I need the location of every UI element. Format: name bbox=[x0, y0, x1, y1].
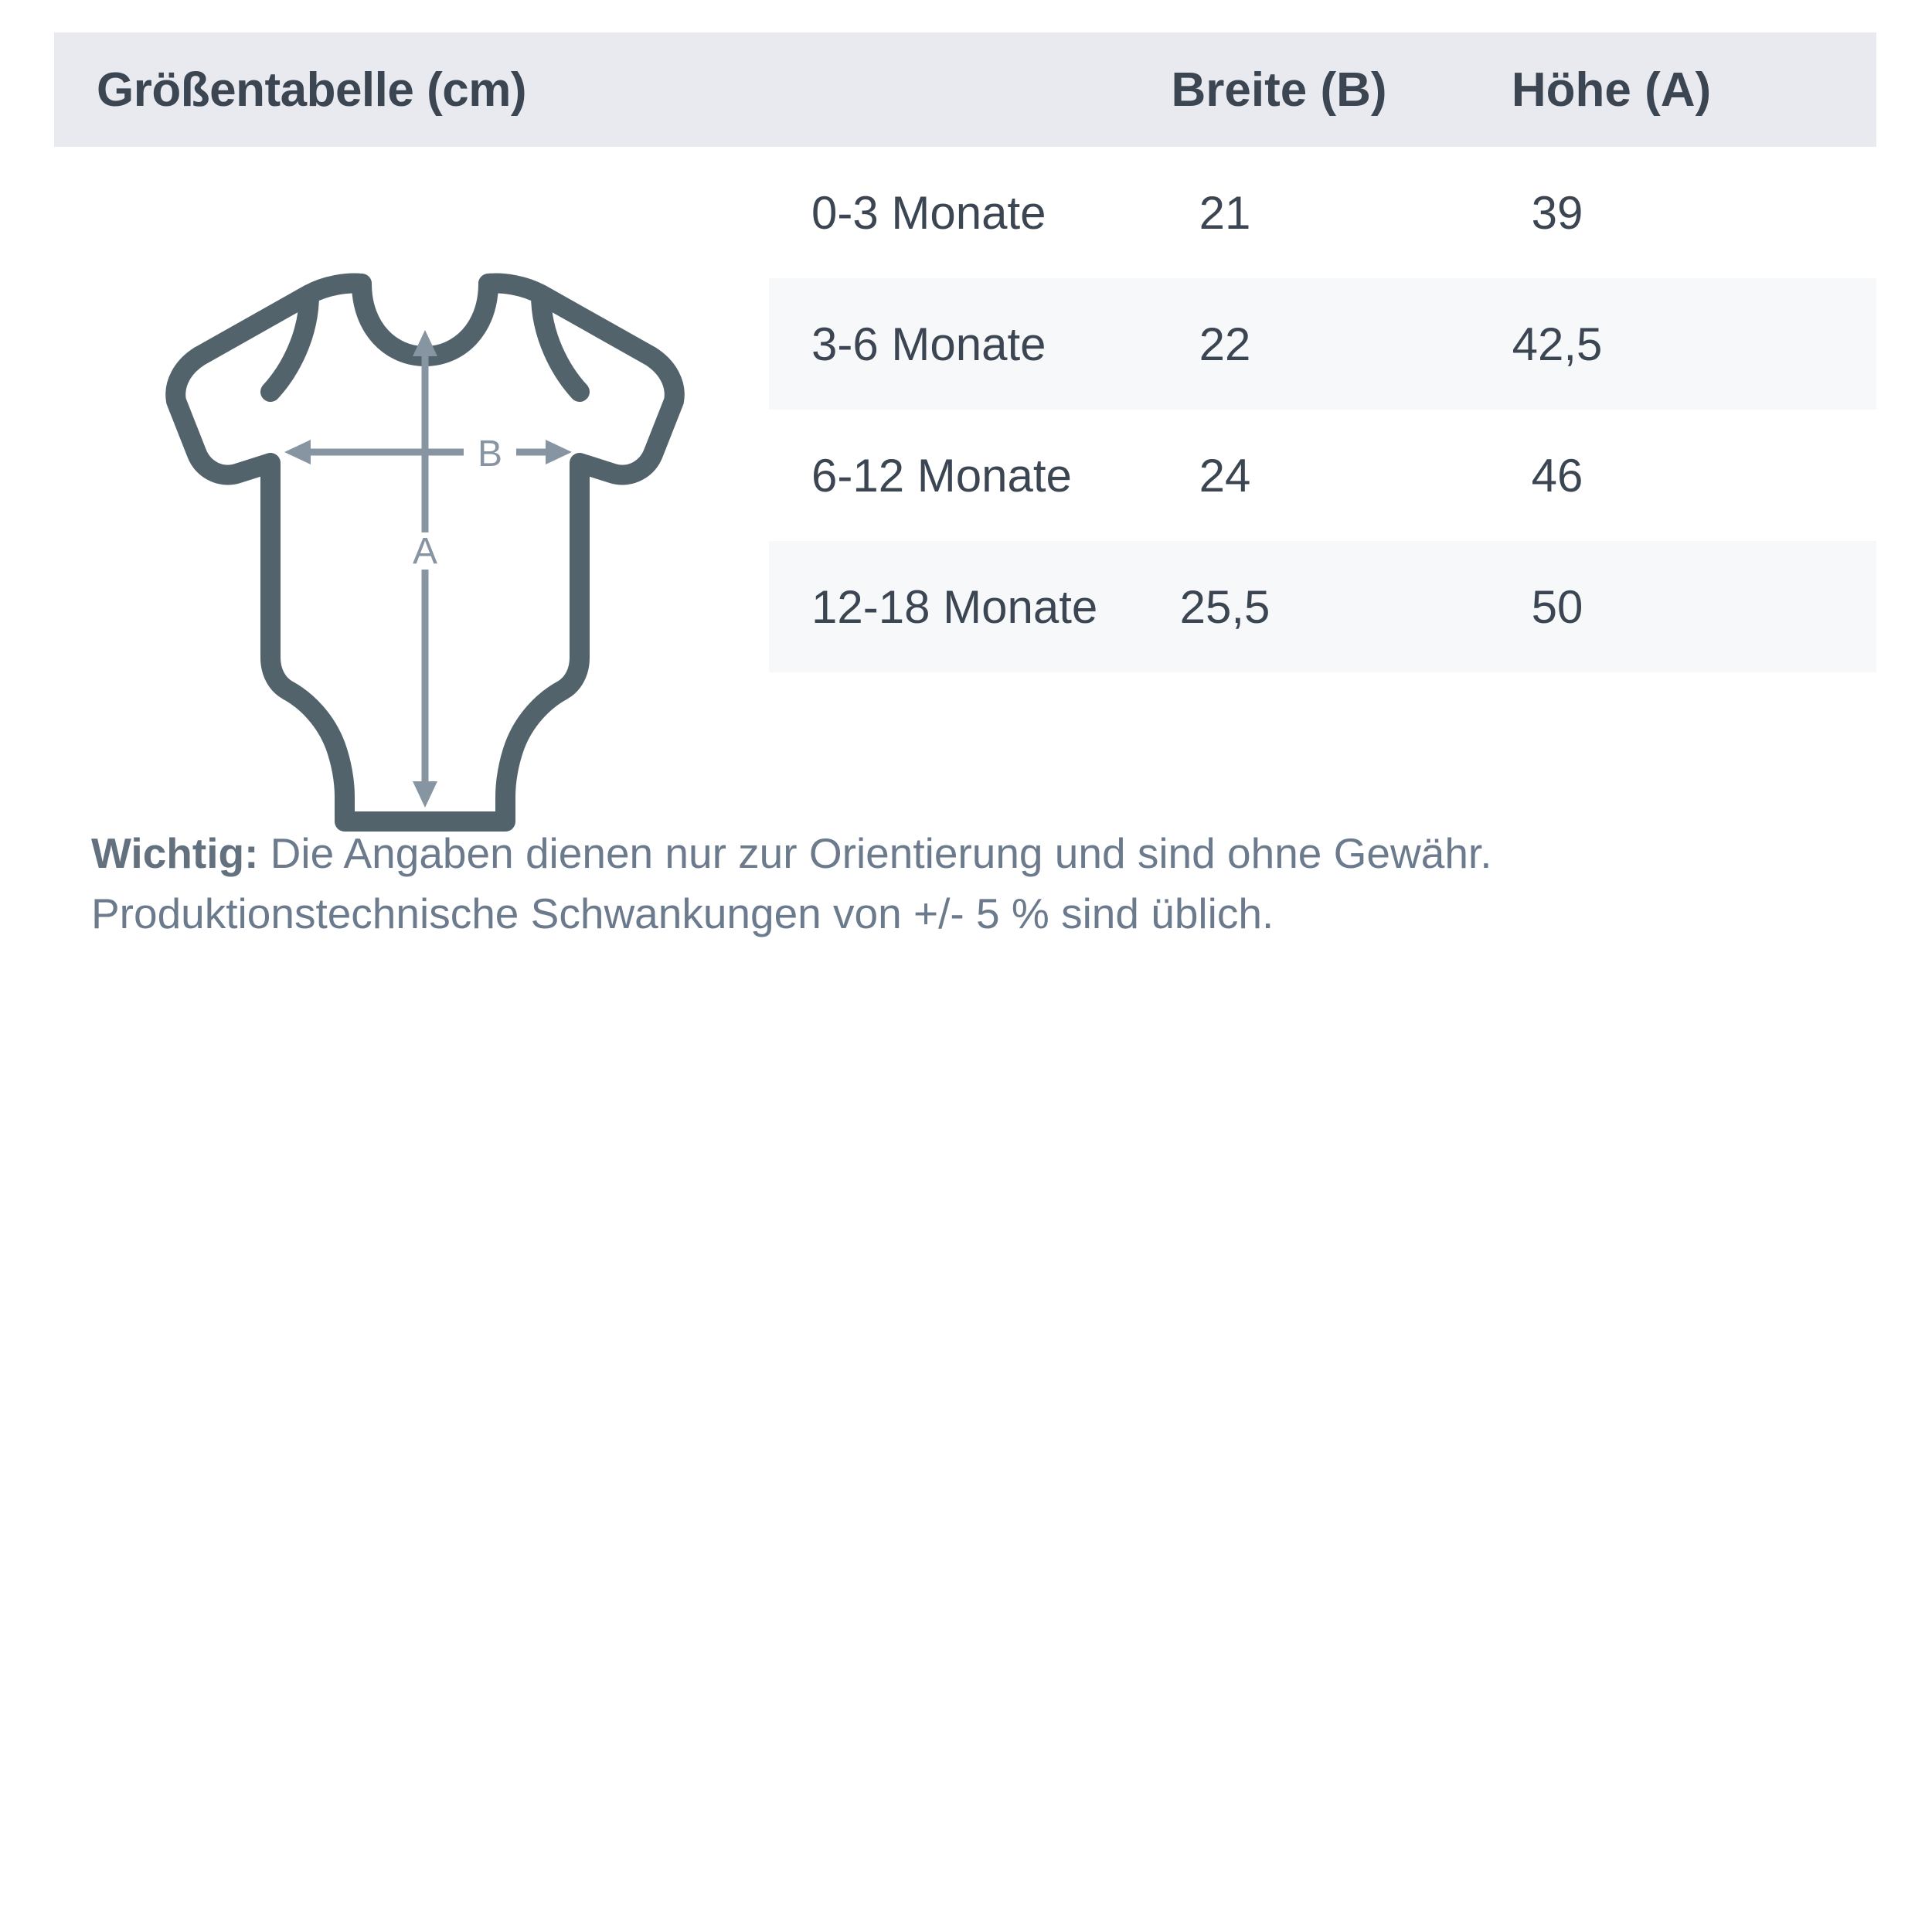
cell-hoehe: 50 bbox=[1531, 580, 1583, 633]
cell-breite: 21 bbox=[1199, 186, 1251, 239]
cell-hoehe: 39 bbox=[1531, 186, 1583, 239]
cell-size: 3-6 Monate bbox=[811, 318, 1046, 370]
disclaimer-line2: Produktionstechnische Schwankungen von +… bbox=[91, 889, 1274, 938]
label-b: B bbox=[478, 434, 502, 474]
table-row: 12-18 Monate 25,5 50 bbox=[769, 541, 1876, 672]
cell-breite: 25,5 bbox=[1179, 580, 1270, 633]
disclaimer-note: Wichtig: Die Angaben dienen nur zur Orie… bbox=[91, 823, 1853, 944]
table-header-band: Größentabelle (cm) Breite (B) Höhe (A) bbox=[54, 32, 1876, 147]
cell-size: 12-18 Monate bbox=[811, 580, 1098, 633]
height-measure-arrow bbox=[413, 330, 437, 808]
cell-size: 0-3 Monate bbox=[811, 186, 1046, 239]
table-row: 6-12 Monate 24 46 bbox=[769, 410, 1876, 541]
cell-size: 6-12 Monate bbox=[811, 449, 1072, 502]
cell-breite: 22 bbox=[1199, 318, 1251, 370]
label-a: A bbox=[413, 531, 437, 572]
column-header-breite: Breite (B) bbox=[1171, 63, 1387, 117]
column-header-hoehe: Höhe (A) bbox=[1511, 63, 1712, 117]
width-measure-arrow bbox=[284, 440, 572, 464]
bodysuit-svg: B A bbox=[165, 273, 685, 832]
disclaimer-line1: Die Angaben dienen nur zur Orientierung … bbox=[258, 829, 1492, 877]
cell-hoehe: 46 bbox=[1531, 449, 1583, 502]
cell-breite: 24 bbox=[1199, 449, 1251, 502]
disclaimer-lead: Wichtig: bbox=[91, 829, 259, 877]
bodysuit-outline-icon bbox=[165, 273, 685, 832]
cell-hoehe: 42,5 bbox=[1512, 318, 1603, 370]
table-row: 3-6 Monate 22 42,5 bbox=[769, 278, 1876, 410]
size-table: 0-3 Monate 21 39 3-6 Monate 22 42,5 6-12… bbox=[769, 147, 1876, 672]
bodysuit-diagram: B A bbox=[116, 220, 734, 838]
page-title: Größentabelle (cm) bbox=[97, 63, 527, 117]
table-row: 0-3 Monate 21 39 bbox=[769, 147, 1876, 278]
